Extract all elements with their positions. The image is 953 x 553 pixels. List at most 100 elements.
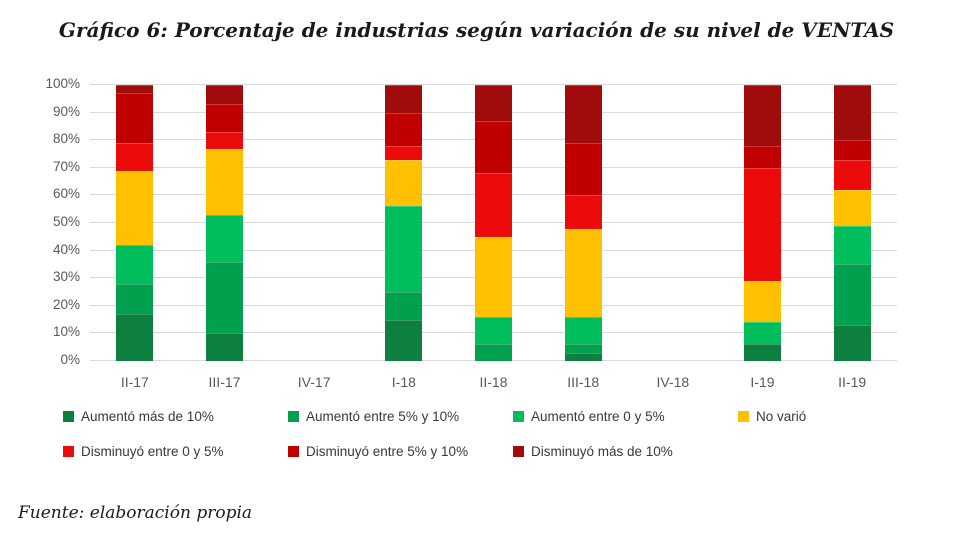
bar-segment: [564, 195, 602, 229]
bar-segment: [833, 325, 871, 361]
bar-IV-18: [654, 85, 691, 361]
legend-item: No varió: [738, 409, 806, 424]
bar-segment: [116, 170, 154, 246]
bar-segment: [564, 85, 602, 144]
legend-color-swatch-icon: [738, 411, 749, 422]
bar-segment: [385, 292, 423, 320]
legend-color-swatch-icon: [513, 446, 524, 457]
bar-segment: [833, 85, 871, 141]
bar-segment: [206, 131, 243, 149]
bar-III-17: [206, 85, 243, 361]
bar-segment: [385, 112, 423, 146]
bar-segment: [385, 319, 423, 361]
y-tick-label: 40%: [52, 241, 80, 257]
bar-segment: [116, 314, 154, 361]
chart-title: Gráfico 6: Porcentaje de industrias segú…: [58, 18, 895, 42]
x-tick-label-IV-17: IV-17: [297, 374, 331, 390]
bar-segment: [744, 167, 781, 281]
bar-segment: [206, 148, 243, 215]
y-tick-label: 0%: [60, 352, 80, 367]
bar-segment: [744, 145, 781, 168]
bar-segment: [116, 283, 154, 315]
x-tick-label-IV-18: IV-18: [656, 374, 690, 390]
x-tick-label-II-17: II-17: [120, 374, 149, 390]
legend-label: Disminuyó entre 5% y 10%: [306, 444, 469, 459]
y-tick-label: 30%: [52, 269, 80, 285]
legend-item: Aumentó entre 0 y 5%: [513, 409, 738, 424]
legend-color-swatch-icon: [288, 446, 299, 457]
bar-segment: [385, 85, 423, 113]
legend-color-swatch-icon: [513, 411, 524, 422]
bar-segment: [564, 344, 602, 353]
bar-segment: [206, 214, 243, 262]
bar-segment: [116, 93, 154, 143]
y-tick-label: 100%: [45, 76, 80, 91]
bar-segment: [833, 140, 871, 160]
bar-segment: [744, 85, 781, 146]
bar-segment: [475, 316, 512, 345]
bar-segment: [116, 245, 154, 284]
legend-item: Disminuyó más de 10%: [513, 444, 673, 459]
bar-segment: [833, 264, 871, 326]
bar-segment: [475, 173, 512, 237]
bar-segment: [833, 189, 871, 226]
x-tick-label-II-18: II-18: [479, 374, 508, 390]
legend-label: Aumentó entre 5% y 10%: [306, 409, 460, 424]
y-tick-label: 80%: [52, 131, 80, 147]
bar-I-18: [385, 85, 423, 361]
bar-IV-17: [296, 85, 333, 361]
legend-item: Aumentó más de 10%: [63, 409, 288, 424]
x-tick-label-III-18: III-18: [567, 374, 600, 390]
bar-segment: [744, 280, 781, 323]
legend-label: No varió: [756, 409, 807, 424]
bar-II-18: [475, 85, 512, 361]
bar-II-19: [833, 85, 871, 361]
y-tick-label: 20%: [52, 296, 80, 312]
bar-segment: [206, 104, 243, 132]
legend-label: Disminuyó entre 0 y 5%: [81, 444, 224, 459]
x-tick-label-II-19: II-19: [838, 374, 867, 390]
gridline-100%: [90, 84, 897, 85]
bar-segment: [744, 322, 781, 345]
legend-color-swatch-icon: [63, 411, 74, 422]
y-tick-label: 50%: [52, 214, 80, 229]
bar-III-18: [564, 85, 602, 361]
bar-I-19: [744, 85, 781, 361]
bar-segment: [475, 85, 512, 121]
legend-item: Disminuyó entre 0 y 5%: [63, 444, 288, 459]
bar-segment: [385, 145, 423, 160]
legend-item: Disminuyó entre 5% y 10%: [288, 444, 513, 459]
bar-segment: [833, 159, 871, 190]
bar-segment: [475, 236, 512, 317]
legend-row: Disminuyó entre 0 y 5% Disminuyó entre 5%…: [63, 444, 806, 459]
legend-color-swatch-icon: [63, 446, 74, 457]
bar-segment: [116, 85, 154, 94]
bar-segment: [206, 261, 243, 334]
legend-label: Aumentó entre 0 y 5%: [531, 409, 665, 424]
x-tick-label-I-19: I-19: [750, 374, 775, 390]
bar-segment: [564, 352, 602, 361]
bar-segment: [744, 344, 781, 361]
bar-segment: [385, 159, 423, 207]
bar-segment: [385, 206, 423, 293]
legend-color-swatch-icon: [288, 411, 299, 422]
y-tick-label: 60%: [52, 186, 80, 202]
legend-label: Disminuyó más de 10%: [531, 444, 673, 459]
bar-segment: [564, 143, 602, 196]
bar-segment: [206, 85, 243, 105]
x-tick-label-III-17: III-17: [208, 374, 241, 390]
bar-segment: [206, 333, 243, 361]
bar-II-17: [116, 85, 154, 361]
chart-legend: Aumentó más de 10% Aumentó entre 5% y 10%…: [63, 409, 806, 479]
source-note: Fuente: elaboración propia: [18, 503, 253, 523]
bar-segment: [116, 143, 154, 171]
legend-item: Aumentó entre 5% y 10%: [288, 409, 513, 424]
bar-segment: [475, 120, 512, 174]
bar-segment: [475, 344, 512, 361]
y-tick-label: 90%: [52, 103, 80, 119]
y-tick-label: 70%: [52, 158, 80, 174]
legend-row: Aumentó más de 10% Aumentó entre 5% y 10%…: [63, 409, 806, 424]
bar-segment: [564, 316, 602, 345]
y-tick-label: 10%: [52, 324, 80, 340]
